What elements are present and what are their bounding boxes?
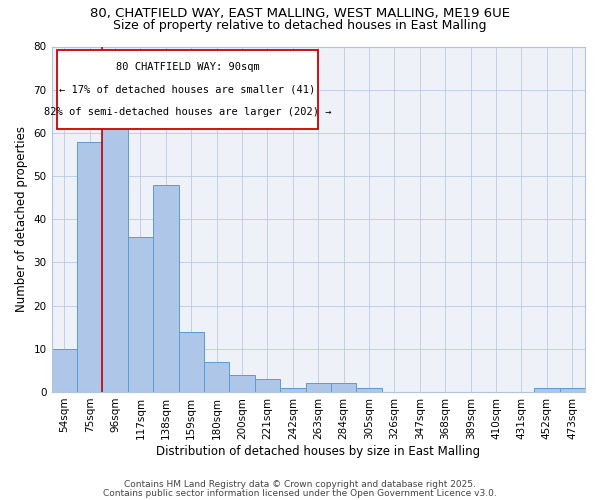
Text: Contains HM Land Registry data © Crown copyright and database right 2025.: Contains HM Land Registry data © Crown c… bbox=[124, 480, 476, 489]
Bar bbox=[356, 388, 382, 392]
Bar bbox=[128, 236, 153, 392]
Text: 80 CHATFIELD WAY: 90sqm: 80 CHATFIELD WAY: 90sqm bbox=[116, 62, 259, 72]
Bar bbox=[331, 384, 356, 392]
Bar bbox=[255, 379, 280, 392]
Bar bbox=[229, 374, 255, 392]
Y-axis label: Number of detached properties: Number of detached properties bbox=[15, 126, 28, 312]
Bar bbox=[77, 142, 103, 392]
Bar bbox=[534, 388, 560, 392]
X-axis label: Distribution of detached houses by size in East Malling: Distribution of detached houses by size … bbox=[156, 444, 481, 458]
Bar bbox=[305, 384, 331, 392]
Bar bbox=[204, 362, 229, 392]
Bar bbox=[103, 124, 128, 392]
Text: Size of property relative to detached houses in East Malling: Size of property relative to detached ho… bbox=[113, 19, 487, 32]
Text: Contains public sector information licensed under the Open Government Licence v3: Contains public sector information licen… bbox=[103, 489, 497, 498]
Bar bbox=[560, 388, 585, 392]
Bar bbox=[179, 332, 204, 392]
Bar bbox=[153, 184, 179, 392]
Text: ← 17% of detached houses are smaller (41): ← 17% of detached houses are smaller (41… bbox=[59, 84, 316, 94]
Bar bbox=[52, 349, 77, 392]
Text: 80, CHATFIELD WAY, EAST MALLING, WEST MALLING, ME19 6UE: 80, CHATFIELD WAY, EAST MALLING, WEST MA… bbox=[90, 8, 510, 20]
Bar bbox=[280, 388, 305, 392]
FancyBboxPatch shape bbox=[57, 50, 318, 130]
Text: 82% of semi-detached houses are larger (202) →: 82% of semi-detached houses are larger (… bbox=[44, 107, 331, 117]
